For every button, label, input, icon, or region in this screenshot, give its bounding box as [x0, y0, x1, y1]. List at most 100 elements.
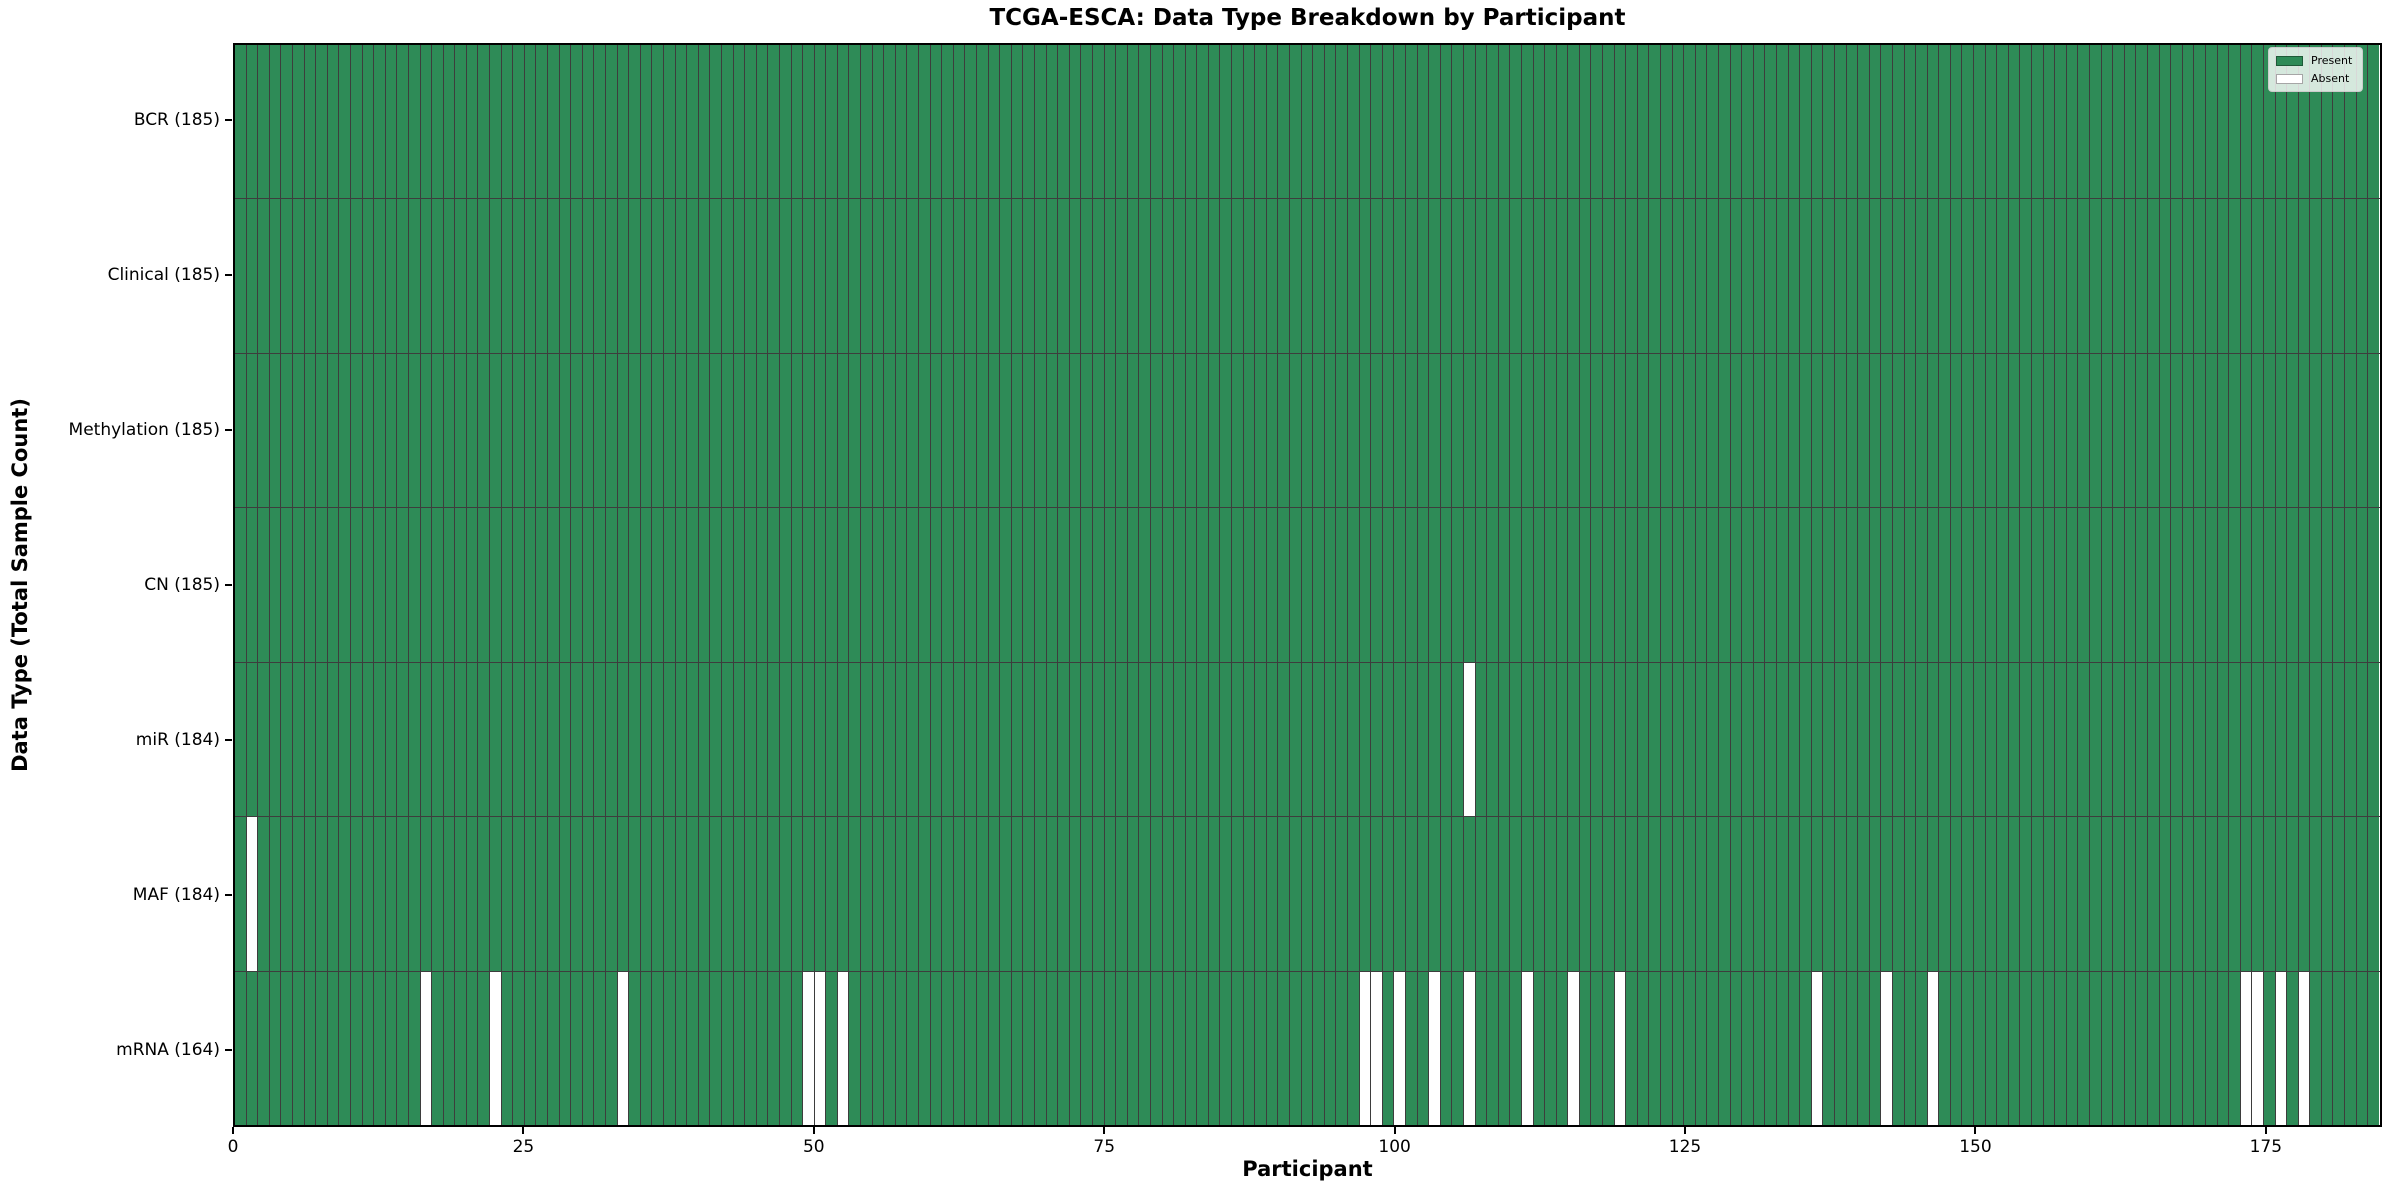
heatmap-cell: [1370, 199, 1382, 353]
heatmap-cell: [1868, 971, 1881, 1125]
heatmap-cell: [1764, 508, 1776, 662]
heatmap-cell: [1404, 508, 1417, 662]
heatmap-cell: [674, 508, 687, 662]
heatmap-cell: [454, 817, 466, 971]
heatmap-cell: [778, 45, 791, 199]
heatmap-cell: [1462, 508, 1475, 662]
heatmap-cell: [1184, 817, 1197, 971]
heatmap-cell: [1231, 817, 1243, 971]
heatmap-cell: [257, 353, 269, 508]
heatmap-cell: [1068, 45, 1081, 199]
heatmap-cell: [1497, 508, 1510, 662]
heatmap-cell: [1149, 817, 1162, 971]
heatmap-cell: [1578, 662, 1591, 817]
heatmap-cell: [1938, 817, 1950, 971]
heatmap-cell: [987, 817, 1000, 971]
heatmap-cell: [628, 353, 640, 508]
heatmap-cell: [1265, 971, 1278, 1125]
heatmap-cell: [2251, 971, 2263, 1125]
heatmap-cell: [605, 662, 617, 817]
heatmap-cell: [465, 971, 478, 1125]
heatmap-cell: [2054, 508, 2066, 662]
heatmap-cell: [593, 971, 605, 1125]
heatmap-cell: [651, 353, 663, 508]
heatmap-cell: [1520, 971, 1533, 1125]
heatmap-cell: [2146, 199, 2159, 353]
heatmap-cell: [1833, 45, 1846, 199]
x-tick-label: 125: [1668, 1137, 1702, 1157]
heatmap-cell: [512, 45, 524, 199]
heatmap-cell: [1068, 971, 1081, 1125]
heatmap-cell: [987, 508, 1000, 662]
heatmap-cell: [1428, 662, 1440, 817]
heatmap-cell: [2239, 45, 2252, 199]
heatmap-cell: [1184, 199, 1197, 353]
heatmap-cell: [2112, 45, 2124, 199]
heatmap-cell: [2112, 817, 2124, 971]
heatmap-cell: [2274, 353, 2287, 508]
heatmap-cell: [1126, 971, 1139, 1125]
heatmap-cell: [1242, 45, 1255, 199]
heatmap-cell: [1312, 971, 1324, 1125]
heatmap-cell: [1149, 662, 1162, 817]
heatmap-cell: [1358, 508, 1371, 662]
heatmap-cell: [697, 508, 710, 662]
heatmap-cell: [1416, 508, 1429, 662]
heatmap-cell: [1845, 662, 1858, 817]
heatmap-cell: [1219, 662, 1232, 817]
heatmap-cell: [1926, 971, 1939, 1125]
heatmap-cell: [1636, 353, 1649, 508]
heatmap-cell: [268, 662, 281, 817]
heatmap-cell: [1416, 971, 1429, 1125]
heatmap-cell: [1544, 971, 1556, 1125]
y-tick-label: BCR (185): [133, 110, 220, 131]
heatmap-cell: [1149, 199, 1162, 353]
heatmap-cell: [1903, 45, 1916, 199]
heatmap-cell: [1752, 508, 1765, 662]
heatmap-cell: [662, 199, 675, 353]
heatmap-cell: [662, 817, 675, 971]
heatmap-cell: [1196, 971, 1208, 1125]
x-tick-label: 50: [802, 1137, 825, 1157]
heatmap-cell: [245, 508, 258, 662]
heatmap-cell: [235, 662, 246, 817]
heatmap-cell: [1184, 353, 1197, 508]
heatmap-cell: [315, 662, 327, 817]
heatmap-cell: [1625, 662, 1637, 817]
heatmap-cell: [2123, 45, 2136, 199]
heatmap-cell: [825, 508, 837, 662]
heatmap-cell: [1578, 353, 1591, 508]
heatmap-cell: [1416, 662, 1429, 817]
heatmap-cell: [1045, 971, 1058, 1125]
heatmap-cell: [744, 508, 756, 662]
heatmap-cell: [2077, 353, 2089, 508]
heatmap-cell: [883, 353, 895, 508]
heatmap-cell: [558, 817, 571, 971]
heatmap-cell: [303, 508, 316, 662]
heatmap-cell: [1370, 353, 1382, 508]
heatmap-cell: [1335, 817, 1347, 971]
heatmap-cell: [628, 45, 640, 199]
heatmap-cell: [431, 353, 443, 508]
heatmap-cell: [1277, 45, 1290, 199]
heatmap-cell: [2320, 199, 2333, 353]
heatmap-cell: [2355, 199, 2368, 353]
heatmap-cell: [1741, 353, 1753, 508]
heatmap-cell: [720, 45, 733, 199]
heatmap-cell: [1289, 971, 1301, 1125]
heatmap-cell: [1254, 817, 1266, 971]
heatmap-cell: [1555, 817, 1568, 971]
heatmap-cell: [1358, 353, 1371, 508]
heatmap-cell: [1578, 508, 1591, 662]
heatmap-cell: [1602, 45, 1614, 199]
heatmap-cell: [1509, 199, 1521, 353]
heatmap-cell: [2251, 662, 2263, 817]
heatmap-cell: [2146, 971, 2159, 1125]
heatmap-cell: [2089, 662, 2101, 817]
heatmap-cell: [1567, 199, 1579, 353]
heatmap-cell: [2146, 45, 2159, 199]
heatmap-cell: [1254, 971, 1266, 1125]
heatmap-cell: [373, 353, 385, 508]
heatmap-cell: [2262, 508, 2275, 662]
heatmap-cell: [1289, 508, 1301, 662]
